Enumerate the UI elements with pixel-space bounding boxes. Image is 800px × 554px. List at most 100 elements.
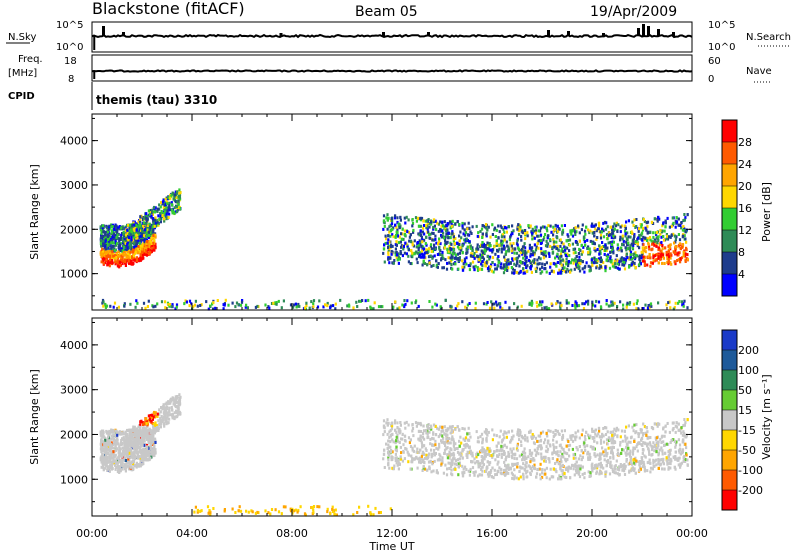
power-point	[312, 302, 315, 306]
power-point	[464, 231, 468, 235]
power-point	[134, 305, 137, 309]
power-point	[623, 263, 626, 267]
power-point	[110, 246, 113, 250]
power-point	[572, 251, 575, 255]
power-point	[657, 248, 660, 252]
power-point	[412, 230, 415, 234]
power-point	[587, 264, 590, 268]
power-point	[423, 251, 427, 255]
power-point	[358, 299, 361, 303]
power-point	[161, 202, 164, 206]
power-point	[443, 246, 446, 250]
power-point	[684, 216, 687, 220]
power-point	[407, 218, 410, 222]
power-point	[606, 255, 609, 259]
power-point	[430, 220, 433, 224]
power-point	[123, 238, 126, 242]
velocity-point	[147, 418, 150, 422]
power-point	[516, 243, 519, 247]
velocity-point	[127, 457, 130, 461]
power-point	[101, 252, 104, 256]
power-point	[192, 305, 195, 309]
power-point	[173, 195, 176, 199]
power-point	[121, 255, 124, 259]
power-point	[488, 306, 492, 310]
power-point	[578, 239, 581, 243]
power-point	[650, 220, 654, 224]
power-point	[523, 271, 527, 275]
power-point	[474, 264, 477, 268]
power-point	[99, 225, 102, 229]
power-point	[157, 214, 160, 218]
velocity-point	[152, 422, 155, 426]
velocity-point	[173, 400, 176, 404]
power-point	[131, 250, 135, 254]
power-point	[404, 302, 407, 306]
power-point	[463, 228, 466, 232]
power-point	[163, 201, 166, 205]
power-point	[518, 223, 521, 227]
power-point	[524, 237, 527, 241]
power-point	[104, 250, 107, 254]
power-point	[559, 271, 562, 275]
power-point	[626, 256, 629, 260]
power-point	[609, 255, 612, 259]
power-point	[637, 236, 640, 240]
power-point	[638, 263, 641, 267]
power-point	[573, 227, 576, 231]
power-point	[410, 240, 413, 244]
velocity-point	[135, 464, 139, 468]
power-point	[582, 245, 585, 249]
power-point	[434, 219, 437, 223]
power-point	[598, 244, 601, 248]
power-point	[451, 231, 454, 235]
power-point	[610, 260, 613, 264]
velocity-point	[175, 409, 178, 413]
power-point	[411, 224, 414, 228]
power-point	[684, 237, 687, 241]
power-point	[379, 305, 382, 309]
power-point	[401, 227, 404, 231]
power-point	[426, 263, 429, 267]
power-point	[607, 304, 610, 308]
nsky-tick-top: 10^5	[56, 20, 83, 31]
power-point	[542, 252, 545, 256]
power-point	[544, 254, 547, 258]
freq-tick-bottom: 8	[68, 74, 74, 85]
velocity-point	[100, 438, 103, 442]
power-point	[361, 299, 364, 302]
power-point	[666, 257, 669, 261]
power-point	[137, 258, 140, 262]
velocity-point	[128, 434, 131, 438]
power-point	[622, 258, 625, 262]
beam-title: Beam 05	[355, 4, 418, 20]
power-point	[530, 265, 533, 268]
power-point	[682, 250, 685, 254]
velocity-point	[127, 448, 130, 452]
velocity-point	[170, 408, 174, 412]
power-point	[575, 304, 579, 308]
power-point	[627, 257, 630, 261]
power-point	[406, 299, 409, 303]
power-point	[627, 235, 630, 239]
power-point	[577, 252, 580, 255]
power-point	[601, 227, 604, 231]
power-point	[678, 251, 681, 255]
power-point	[100, 254, 103, 258]
velocity-point	[126, 459, 129, 463]
velocity-point	[156, 412, 159, 416]
power-point	[469, 230, 472, 234]
power-point	[625, 252, 628, 256]
power-point	[160, 209, 163, 213]
power-point	[635, 301, 638, 305]
power-point	[628, 265, 631, 269]
power-point	[132, 248, 135, 251]
power-point	[154, 234, 157, 237]
power-point	[563, 266, 566, 270]
velocity-point	[104, 445, 107, 449]
power-point	[569, 261, 572, 265]
power-point	[130, 235, 133, 239]
power-point	[334, 307, 337, 311]
power-point	[533, 251, 536, 255]
power-point	[445, 224, 448, 227]
